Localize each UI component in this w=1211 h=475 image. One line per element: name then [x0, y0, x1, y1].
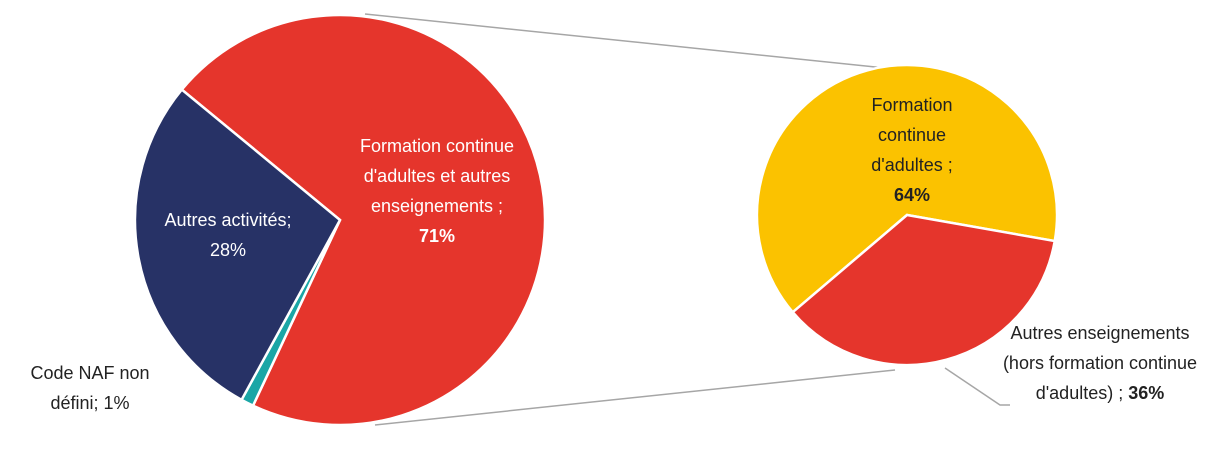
data-label: Autres activités; 28%: [128, 205, 328, 265]
value-label: 28%: [209, 240, 247, 260]
data-label: Formation continue d'adultes et autres e…: [357, 131, 517, 251]
data-label: Autres enseignements (hors formation con…: [993, 318, 1208, 408]
pie-slice: [755, 63, 1059, 314]
category-label: Formation continue d'adultes et autres e…: [359, 136, 515, 216]
data-label: Code NAF non défini; 1%: [5, 358, 175, 418]
value-label: 1%: [103, 393, 130, 413]
category-label: Formation continue d'adultes ;: [871, 95, 953, 175]
category-label: Code NAF non défini;: [30, 363, 150, 413]
pie-slice: [791, 213, 1057, 367]
value-label: 36%: [1128, 383, 1165, 403]
data-label: Formation continue d'adultes ; 64%: [847, 90, 977, 210]
value-label: 71%: [418, 226, 456, 246]
pie-slice: [180, 13, 547, 427]
category-label: Autres enseignements (hors formation con…: [1002, 323, 1198, 403]
pie-slice: [133, 87, 342, 402]
leader-line: [944, 367, 1010, 406]
connector-line: [374, 369, 896, 426]
category-label: Autres activités;: [164, 210, 292, 230]
value-label: 64%: [893, 185, 931, 205]
connector-line: [364, 13, 886, 69]
